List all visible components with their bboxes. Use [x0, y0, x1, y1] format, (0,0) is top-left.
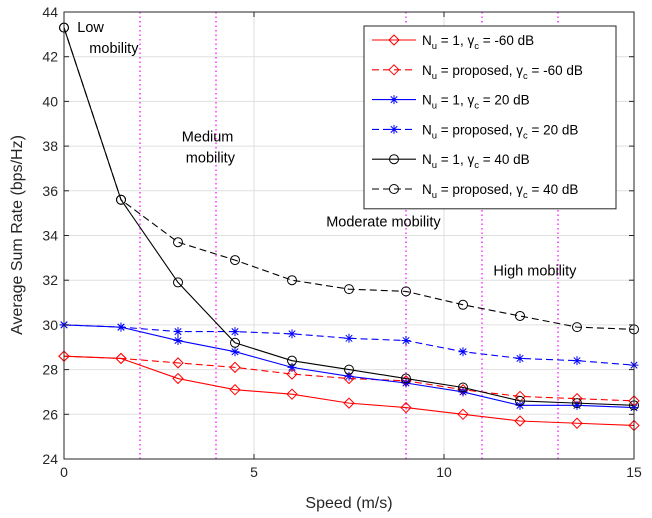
y-tick-label: 36 [42, 183, 58, 199]
star-marker [344, 371, 354, 381]
diamond-marker [172, 372, 184, 385]
series-line [63, 27, 635, 330]
circle-marker [230, 255, 240, 266]
legend-entry: Nu = proposed, γc = -60 dB [372, 63, 583, 82]
legend-entry: Nu = 1, γc = 40 dB [372, 152, 530, 171]
circle-marker [515, 395, 525, 406]
x-tick-label: 15 [626, 464, 642, 480]
circle-marker [389, 154, 399, 165]
star-marker [116, 322, 126, 332]
diamond-marker [286, 388, 298, 400]
legend-label: Nu = 1, γc = 20 dB [422, 93, 530, 112]
diamond-marker [388, 34, 400, 46]
legend-label: Nu = 1, γc = 40 dB [422, 152, 530, 171]
region-annotation: Medium mobility [182, 130, 236, 167]
diamond-marker [571, 417, 583, 429]
circle-marker [287, 355, 297, 366]
circle-marker [230, 337, 240, 348]
circle-marker [173, 237, 183, 248]
circle-marker [401, 373, 411, 384]
series-line [63, 324, 635, 366]
legend-entry: Nu = proposed, γc = 40 dB [372, 182, 578, 201]
legend-label: Nu = proposed, γc = 20 dB [422, 122, 578, 141]
circle-marker [344, 284, 354, 295]
region-annotation: Moderate mobility [326, 215, 441, 231]
y-tick-label: 26 [42, 406, 58, 422]
star-marker [389, 95, 399, 105]
diamond-marker [229, 361, 241, 374]
series-line [63, 27, 635, 406]
legend-entry: Nu = 1, γc = -60 dB [372, 33, 534, 52]
circle-marker [287, 275, 297, 286]
series-line [63, 355, 635, 427]
circle-marker [401, 286, 411, 297]
x-tick-label: 10 [436, 464, 452, 480]
y-tick-label: 24 [42, 451, 58, 467]
circle-marker [389, 184, 399, 194]
diamond-marker [514, 415, 526, 427]
x-axis-label: Speed (m/s) [305, 495, 392, 512]
region-annotation: High mobility [493, 264, 577, 280]
circle-marker [173, 277, 183, 288]
diamond-marker [115, 352, 127, 365]
circle-marker [572, 322, 582, 333]
diamond-marker [172, 357, 184, 369]
star-marker [458, 347, 468, 357]
circle-marker [344, 364, 354, 375]
star-marker [389, 124, 399, 134]
y-tick-label: 44 [42, 4, 58, 20]
x-tick-label: 0 [60, 464, 68, 480]
y-tick-label: 34 [42, 228, 58, 244]
legend-entry: Nu = 1, γc = 20 dB [372, 93, 530, 112]
region-annotation: Low mobility [77, 20, 139, 57]
star-marker [173, 336, 183, 346]
axis-ticks: 24 26 28 30 32 34 36 38 40 42 44 0 5 10 15 [42, 4, 642, 480]
x-tick-label: 5 [250, 464, 258, 480]
y-tick-label: 28 [42, 362, 58, 378]
legend-label: Nu = 1, γc = -60 dB [422, 33, 534, 52]
y-tick-label: 32 [42, 272, 58, 288]
y-tick-label: 42 [42, 49, 58, 65]
legend-label: Nu = proposed, γc = 40 dB [422, 182, 578, 201]
legend: Nu = 1, γc = -60 dB Nu = proposed, γc = -… [363, 25, 617, 210]
star-marker [401, 336, 411, 346]
circle-marker [458, 299, 468, 310]
star-marker [344, 333, 354, 343]
y-tick-label: 30 [42, 317, 58, 333]
star-marker [572, 400, 582, 410]
legend-entry: Nu = proposed, γc = 20 dB [372, 122, 578, 141]
circle-marker [458, 382, 468, 393]
star-marker [287, 329, 297, 339]
legend-box [363, 25, 617, 210]
y-tick-label: 38 [42, 138, 58, 154]
circle-marker [515, 310, 525, 321]
circle-marker [572, 398, 582, 409]
series-line [63, 355, 635, 402]
legend-label: Nu = proposed, γc = -60 dB [422, 63, 583, 82]
diamond-marker [343, 397, 355, 409]
diamond-marker [400, 401, 412, 414]
y-axis-label: Average Sum Rate (bps/Hz) [9, 135, 26, 335]
star-marker [287, 362, 297, 372]
star-marker [230, 327, 240, 337]
star-marker [173, 327, 183, 337]
diamond-marker [286, 368, 298, 380]
y-tick-label: 40 [42, 93, 58, 109]
diamond-marker [229, 384, 241, 396]
annotations: Low mobility Medium mobility Moderate mobili… [77, 20, 577, 280]
star-marker [515, 353, 525, 363]
diamond-marker [457, 408, 469, 421]
star-marker [572, 356, 582, 366]
circle-marker [116, 194, 126, 205]
star-marker [230, 347, 240, 357]
diamond-marker [388, 64, 400, 76]
series-group [58, 22, 640, 432]
